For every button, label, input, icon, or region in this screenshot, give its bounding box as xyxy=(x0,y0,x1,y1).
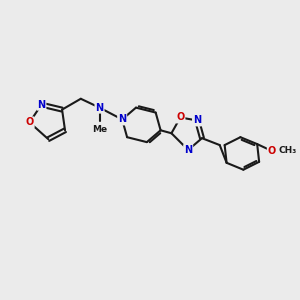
Text: N: N xyxy=(118,115,126,124)
Text: N: N xyxy=(184,145,192,155)
Text: N: N xyxy=(95,103,104,112)
Text: N: N xyxy=(193,116,201,125)
Text: O: O xyxy=(176,112,184,122)
Text: N: N xyxy=(37,100,45,110)
Text: Me: Me xyxy=(92,125,107,134)
Text: O: O xyxy=(26,117,34,128)
Text: O: O xyxy=(268,146,276,156)
Text: CH₃: CH₃ xyxy=(279,146,297,155)
